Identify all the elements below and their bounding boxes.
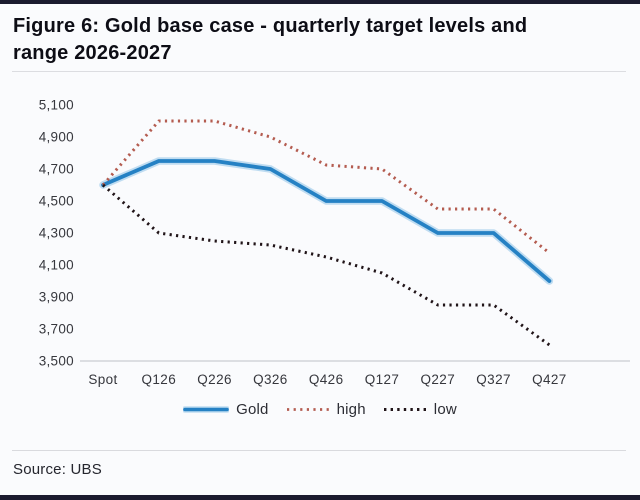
x-tick-label: Q227 [420, 372, 455, 387]
y-tick-label: 4,100 [39, 258, 74, 273]
gold-forecast-chart: 5,100 4,900 4,700 4,500 4,300 4,100 3,900 3,700… [39, 98, 630, 387]
y-tick-label: 4,900 [39, 130, 74, 145]
series-gold-line [101, 159, 552, 283]
series-gold-halo [99, 157, 554, 285]
source-attribution: Source: UBS [13, 461, 102, 478]
y-tick-label: 4,700 [39, 162, 74, 177]
legend-label-low: low [433, 401, 457, 418]
x-tick-label: Q127 [365, 372, 400, 387]
x-tick-label: Q327 [476, 372, 511, 387]
y-tick-label: 5,100 [39, 98, 74, 113]
footer-divider [12, 450, 626, 451]
legend-label-gold: Gold [236, 401, 269, 418]
series-low-line [102, 183, 551, 347]
x-tick-label: Spot [88, 372, 117, 387]
x-tick-label: Q326 [253, 372, 288, 387]
series-high-line [101, 119, 551, 255]
y-tick-label: 3,500 [39, 354, 74, 369]
y-tick-label: 3,900 [39, 290, 74, 305]
x-tick-label: Q427 [532, 372, 567, 387]
legend-item-high: high [286, 401, 366, 418]
top-accent-bar [0, 0, 640, 4]
low-line-swatch [383, 408, 426, 411]
x-tick-label: Q426 [309, 372, 344, 387]
x-tick-label: Q126 [141, 372, 176, 387]
y-tick-label: 4,300 [39, 226, 74, 241]
bottom-accent-bar [0, 495, 640, 500]
y-tick-label: 4,500 [39, 194, 74, 209]
chart-legend: Gold high low [0, 401, 640, 418]
y-tick-label: 3,700 [39, 322, 74, 337]
gold-line-swatch [183, 406, 230, 413]
x-tick-label: Q226 [197, 372, 232, 387]
title-divider [12, 71, 626, 72]
legend-item-low: low [383, 401, 457, 418]
legend-item-gold: Gold [183, 401, 269, 418]
high-line-swatch [286, 408, 329, 411]
legend-label-high: high [336, 401, 366, 418]
figure-title: Figure 6: Gold base case - quarterly tar… [13, 15, 528, 64]
